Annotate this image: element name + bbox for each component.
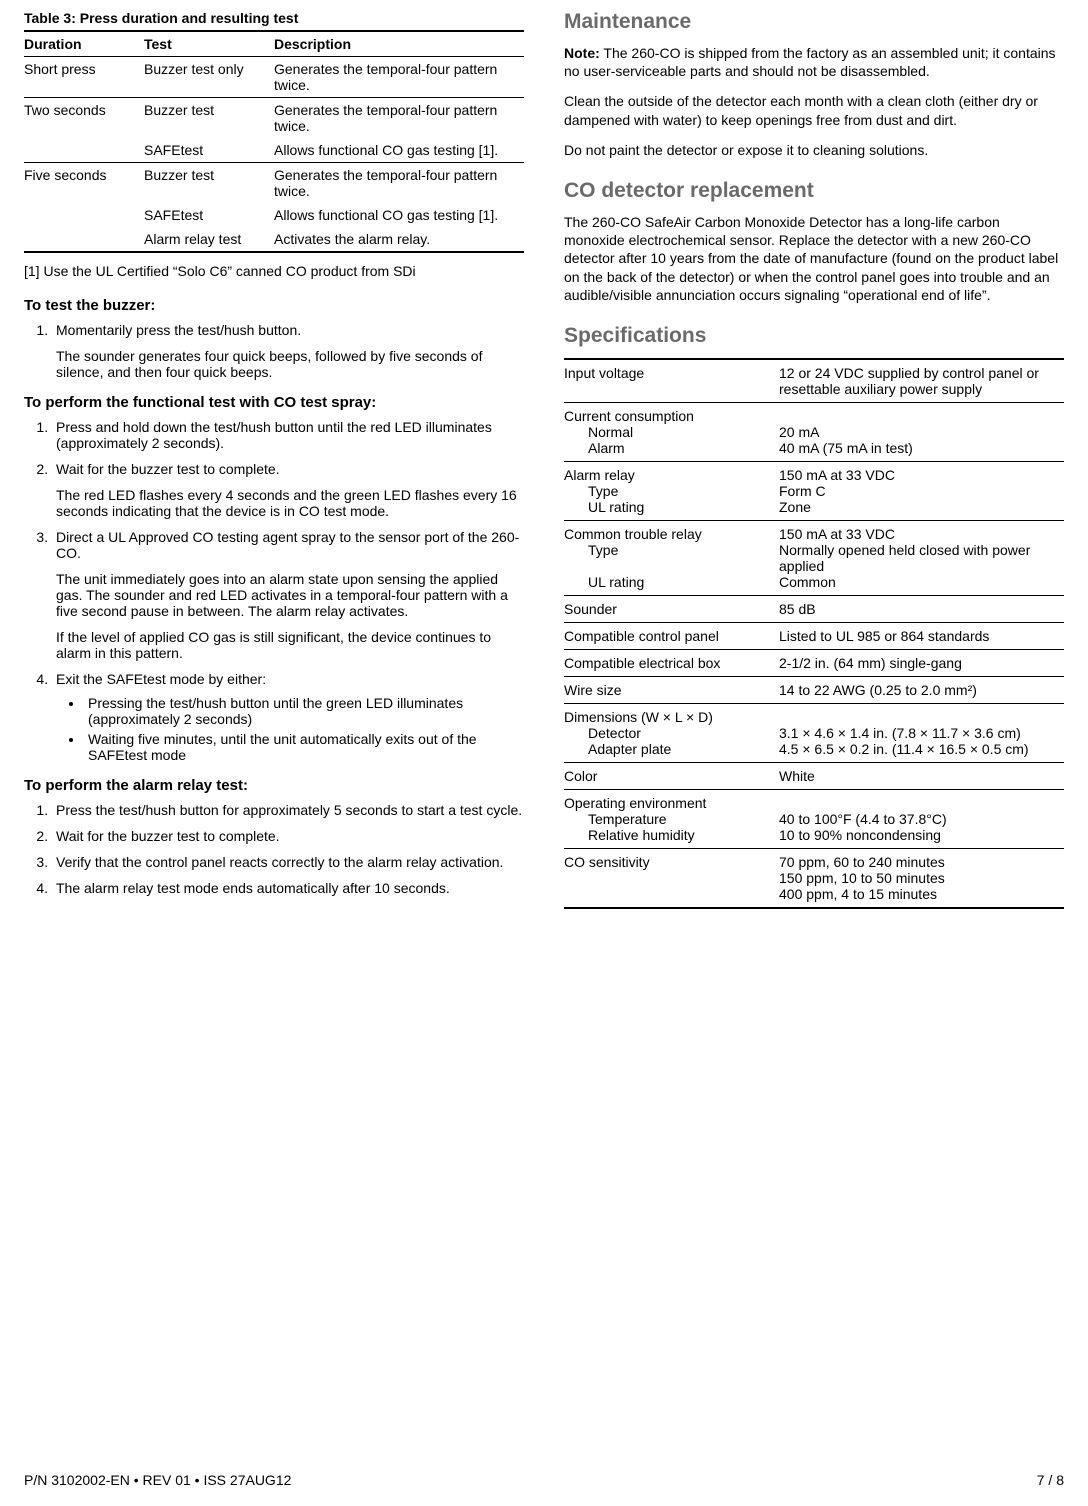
functional-heading: To perform the functional test with CO t…: [24, 394, 524, 411]
maintenance-p2: Do not paint the detector or expose it t…: [564, 141, 1064, 159]
replacement-heading: CO detector replacement: [564, 179, 1064, 203]
buzzer-step1: Momentarily press the test/hush button. …: [52, 322, 524, 380]
functional-steps: Press and hold down the test/hush button…: [24, 419, 524, 763]
spec-row: Dimensions (W × L × D) Detector Adapter …: [564, 703, 1064, 762]
func-step1: Press and hold down the test/hush button…: [52, 419, 524, 451]
table-row: SAFEtestAllows functional CO gas testing…: [24, 203, 524, 227]
table-row: Two secondsBuzzer testGenerates the temp…: [24, 98, 524, 139]
spec-row: Common trouble relay Type UL rating 150 …: [564, 520, 1064, 595]
page-content: Table 3: Press duration and resulting te…: [24, 10, 1064, 909]
spec-row: Current consumption Normal Alarm 20 mA 4…: [564, 402, 1064, 461]
left-column: Table 3: Press duration and resulting te…: [24, 10, 524, 909]
spec-row: Operating environment Temperature Relati…: [564, 789, 1064, 848]
th-desc: Description: [274, 31, 524, 57]
footer-right: 7 / 8: [1037, 1472, 1064, 1488]
spec-row: CO sensitivity 70 ppm, 60 to 240 minutes…: [564, 848, 1064, 908]
relay-step1: Press the test/hush button for approxima…: [52, 802, 524, 818]
maintenance-note: Note: The 260-CO is shipped from the fac…: [564, 44, 1064, 80]
buzzer-steps: Momentarily press the test/hush button. …: [24, 322, 524, 380]
relay-step4: The alarm relay test mode ends automatic…: [52, 880, 524, 896]
table3-footnote: [1] Use the UL Certified “Solo C6” canne…: [24, 263, 524, 279]
spec-row: Wire size 14 to 22 AWG (0.25 to 2.0 mm²): [564, 676, 1064, 703]
replacement-p1: The 260-CO SafeAir Carbon Monoxide Detec…: [564, 213, 1064, 304]
func-step4-bullets: Pressing the test/hush button until the …: [56, 695, 524, 763]
table-row: Five secondsBuzzer testGenerates the tem…: [24, 163, 524, 204]
spec-row: Sounder 85 dB: [564, 595, 1064, 622]
table-row: SAFEtestAllows functional CO gas testing…: [24, 138, 524, 163]
table3-caption: Table 3: Press duration and resulting te…: [24, 10, 524, 26]
relay-step2: Wait for the buzzer test to complete.: [52, 828, 524, 844]
specs-table: Input voltage 12 or 24 VDC supplied by c…: [564, 358, 1064, 909]
relay-heading: To perform the alarm relay test:: [24, 777, 524, 794]
spec-row: Compatible electrical box 2-1/2 in. (64 …: [564, 649, 1064, 676]
table-row: Short pressBuzzer test onlyGenerates the…: [24, 57, 524, 98]
func-step2: Wait for the buzzer test to complete. Th…: [52, 461, 524, 519]
maintenance-p1: Clean the outside of the detector each m…: [564, 92, 1064, 128]
relay-steps: Press the test/hush button for approxima…: [24, 802, 524, 896]
page-footer: P/N 3102002-EN • REV 01 • ISS 27AUG12 7 …: [24, 1472, 1064, 1488]
func-b1: Pressing the test/hush button until the …: [84, 695, 524, 727]
table-row: Alarm relay testActivates the alarm rela…: [24, 227, 524, 252]
func-step4: Exit the SAFEtest mode by either: Pressi…: [52, 671, 524, 763]
table3: Duration Test Description Short pressBuz…: [24, 30, 524, 253]
th-duration: Duration: [24, 31, 144, 57]
func-step3: Direct a UL Approved CO testing agent sp…: [52, 529, 524, 661]
spec-row: Compatible control panel Listed to UL 98…: [564, 622, 1064, 649]
right-column: Maintenance Note: The 260-CO is shipped …: [564, 10, 1064, 909]
spec-row: Alarm relay Type UL rating 150 mA at 33 …: [564, 461, 1064, 520]
relay-step3: Verify that the control panel reacts cor…: [52, 854, 524, 870]
th-test: Test: [144, 31, 274, 57]
spec-row: Color White: [564, 762, 1064, 789]
func-b2: Waiting five minutes, until the unit aut…: [84, 731, 524, 763]
footer-left: P/N 3102002-EN • REV 01 • ISS 27AUG12: [24, 1472, 291, 1488]
maintenance-heading: Maintenance: [564, 10, 1064, 34]
spec-row: Input voltage 12 or 24 VDC supplied by c…: [564, 359, 1064, 403]
specs-heading: Specifications: [564, 324, 1064, 348]
buzzer-heading: To test the buzzer:: [24, 297, 524, 314]
